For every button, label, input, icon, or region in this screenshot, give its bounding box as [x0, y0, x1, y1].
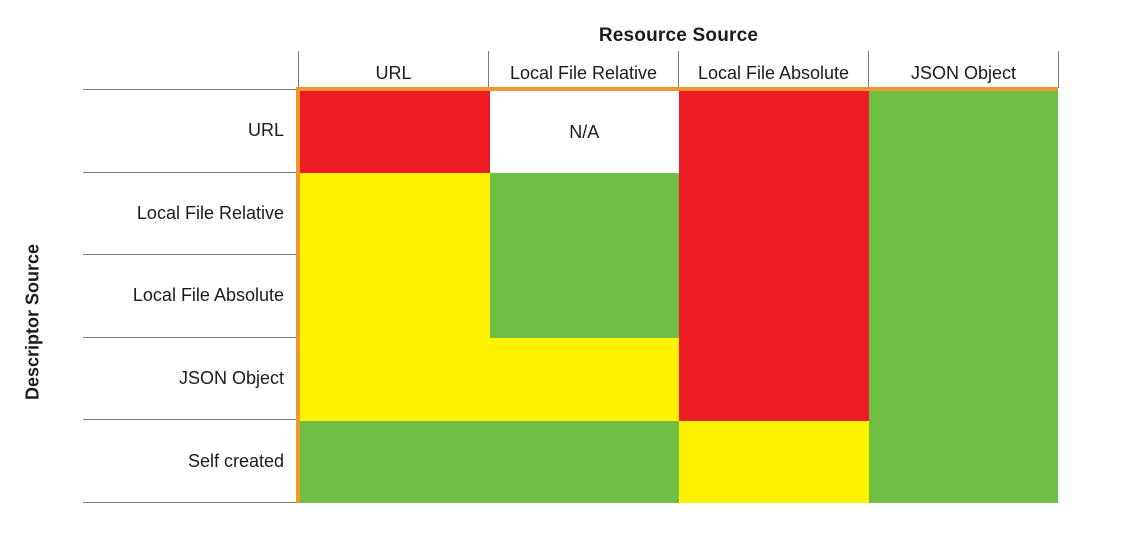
y-axis-title: Descriptor Source: [22, 243, 43, 401]
column-headers: URL Local File Relative Local File Absolut…: [298, 51, 1059, 88]
column-header-url: URL: [298, 51, 488, 88]
matrix-cell-local-file-absolute-x-url: [300, 255, 490, 339]
matrix-cell-local-file-absolute-x-json-object: [868, 255, 1058, 339]
matrix-cell-self-created-x-local-file-relative: [489, 420, 679, 503]
row-label-json-object: JSON Object: [83, 336, 297, 420]
row-label-self-created: Self created: [83, 419, 297, 502]
column-header-local-file-absolute: Local File Absolute: [678, 51, 868, 88]
matrix-cell-local-file-relative-x-json-object: [868, 173, 1058, 256]
matrix-cell-local-file-relative-x-local-file-absolute: [679, 173, 869, 256]
row-labels: URL Local File Relative Local File Absolut…: [83, 89, 297, 503]
row-label-local-file-absolute: Local File Absolute: [83, 254, 297, 337]
matrix-cell-url-x-url: [300, 91, 490, 174]
matrix-cell-self-created-x-url: [300, 420, 490, 503]
matrix-cell-json-object-x-local-file-absolute: [679, 338, 869, 421]
matrix-cell-local-file-relative-x-url: [300, 173, 490, 256]
matrix-cell-local-file-absolute-x-local-file-relative: [489, 255, 679, 339]
matrix-cell-self-created-x-json-object: [868, 420, 1058, 503]
matrix-cell-json-object-x-url: [300, 338, 490, 421]
matrix-cell-self-created-x-local-file-absolute: [679, 420, 869, 503]
row-label-local-file-relative: Local File Relative: [83, 171, 297, 255]
matrix-cell-json-object-x-json-object: [868, 338, 1058, 421]
matrix-cell-url-x-json-object: [868, 91, 1058, 174]
matrix-grid: N/A: [296, 87, 1058, 503]
matrix-cell-url-x-local-file-absolute: [679, 91, 869, 174]
column-header-local-file-relative: Local File Relative: [488, 51, 678, 88]
matrix-cell-local-file-relative-x-local-file-relative: [489, 173, 679, 256]
matrix-cell-url-x-local-file-relative: N/A: [489, 91, 679, 174]
row-label-url: URL: [83, 89, 297, 172]
matrix-cell-json-object-x-local-file-relative: [489, 338, 679, 421]
x-axis-title: Resource Source: [598, 25, 759, 46]
column-header-json-object: JSON Object: [868, 51, 1059, 88]
matrix-cell-local-file-absolute-x-local-file-absolute: [679, 255, 869, 339]
